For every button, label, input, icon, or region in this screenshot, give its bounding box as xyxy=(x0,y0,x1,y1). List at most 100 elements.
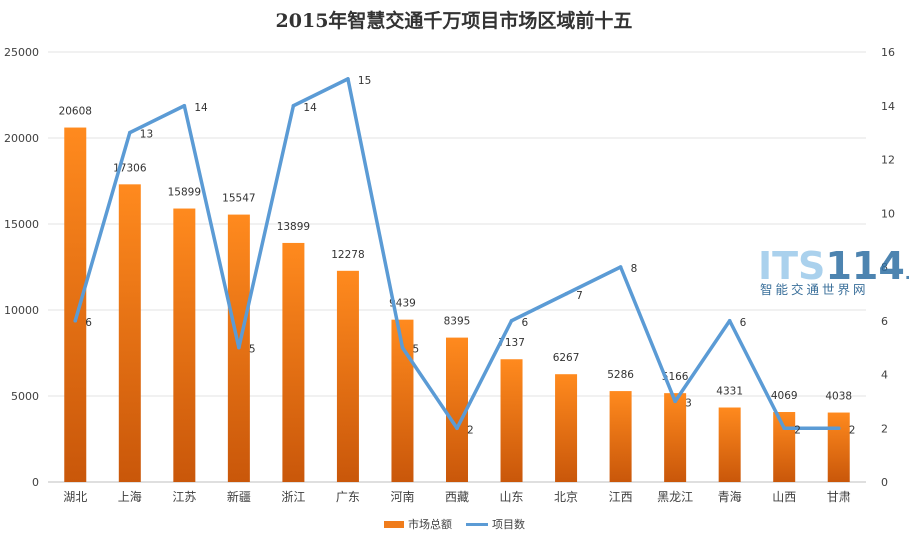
line-point xyxy=(727,318,732,323)
bar-data-label: 12278 xyxy=(331,249,364,261)
bar xyxy=(500,359,523,482)
right-axis-tick-label: 14 xyxy=(881,100,895,113)
bar-data-label: 4038 xyxy=(825,391,852,403)
right-axis-tick-label: 10 xyxy=(881,207,895,220)
category-label: 江苏 xyxy=(172,490,196,504)
watermark-logo: ITS114.com 智能交通世界网 xyxy=(758,244,909,297)
line-point xyxy=(455,426,459,431)
line-data-label: 6 xyxy=(522,317,529,329)
bar-series xyxy=(64,127,850,483)
category-label: 广东 xyxy=(336,490,360,504)
legend-label-line: 项目数 xyxy=(492,518,525,531)
left-axis-tick-label: 20000 xyxy=(4,132,39,145)
right-axis-tick-label: 6 xyxy=(881,315,888,328)
category-label: 山西 xyxy=(772,490,796,504)
category-label: 山东 xyxy=(500,490,524,504)
category-label: 浙江 xyxy=(281,490,305,504)
line-data-label: 2 xyxy=(849,424,856,436)
bar-data-label: 4331 xyxy=(716,386,743,398)
line-data-label: 8 xyxy=(631,263,638,275)
watermark-logo-part: ITS xyxy=(758,244,825,288)
category-label: 湖北 xyxy=(63,489,87,504)
right-axis-tick-label: 0 xyxy=(881,476,888,489)
line-data-labels: 6 13 14 5 14 15 5 2 6 7 8 3 6 2 2 xyxy=(85,75,855,436)
line-data-label: 2 xyxy=(467,424,474,436)
bar-data-label: 7137 xyxy=(498,337,525,349)
line-point xyxy=(564,292,568,296)
category-label: 上海 xyxy=(118,489,142,504)
right-axis: 0 2 4 6 8 10 12 14 16 xyxy=(881,46,895,489)
line-data-label: 14 xyxy=(303,102,317,114)
watermark-logo-text: ITS114.com xyxy=(758,244,909,288)
bar xyxy=(664,393,687,482)
bar xyxy=(827,412,850,482)
bar xyxy=(118,184,141,483)
line-data-label: 5 xyxy=(412,344,419,356)
bar-data-label: 6267 xyxy=(553,352,580,364)
line-point xyxy=(673,399,677,404)
line-point xyxy=(400,345,405,350)
line-data-label: 14 xyxy=(194,102,208,114)
category-label: 新疆 xyxy=(227,489,251,504)
bar xyxy=(282,242,305,482)
bar-data-label: 15899 xyxy=(168,187,201,199)
chart-title: 2015年智慧交通千万项目市场区域前十五 xyxy=(276,9,633,32)
bar-data-label: 5166 xyxy=(662,371,689,383)
bar xyxy=(336,270,359,482)
bar xyxy=(173,208,196,482)
category-label: 西藏 xyxy=(445,490,469,504)
left-axis: 0 5000 10000 15000 20000 25000 xyxy=(4,46,39,489)
bar-data-label: 4069 xyxy=(771,390,798,402)
line-point xyxy=(182,103,187,108)
bar xyxy=(555,374,578,482)
bar xyxy=(773,412,796,482)
watermark-subtitle: 智能交通世界网 xyxy=(760,282,869,297)
line-point xyxy=(836,426,841,431)
right-axis-tick-label: 16 xyxy=(881,46,895,59)
right-axis-tick-label: 4 xyxy=(881,369,888,382)
line-data-label: 6 xyxy=(740,317,747,329)
right-axis-tick-label: 12 xyxy=(881,154,895,167)
legend: 市场总额 项目数 xyxy=(384,517,525,531)
bar xyxy=(64,127,87,483)
bar xyxy=(718,407,741,482)
line-point xyxy=(509,318,514,323)
category-label: 河南 xyxy=(390,489,414,504)
bar-data-label: 13899 xyxy=(277,221,310,233)
line-data-label: 13 xyxy=(140,129,153,141)
left-axis-tick-label: 10000 xyxy=(4,304,39,317)
right-axis-tick-label: 8 xyxy=(881,261,888,274)
watermark-logo-part: .com xyxy=(905,264,909,283)
line-data-label: 2 xyxy=(794,424,801,436)
line-data-label: 3 xyxy=(685,397,692,409)
bar xyxy=(391,319,414,482)
line-data-label: 7 xyxy=(576,290,583,302)
line-point xyxy=(618,265,623,269)
bar-data-label: 5286 xyxy=(607,369,634,381)
right-axis-tick-label: 2 xyxy=(881,422,888,435)
category-label: 甘肃 xyxy=(827,490,851,504)
line-series xyxy=(73,77,841,431)
category-axis: 湖北 上海 江苏 新疆 浙江 广东 河南 西藏 山东 北京 江西 黑龙江 青海 山西 甘肃 xyxy=(63,489,850,504)
line-point xyxy=(128,130,132,135)
bar xyxy=(446,337,468,482)
watermark-logo-part: 114 xyxy=(825,244,904,288)
bar-data-label: 8395 xyxy=(444,316,471,328)
left-axis-tick-label: 5000 xyxy=(11,390,39,403)
bar-data-label: 15547 xyxy=(222,193,255,205)
bar xyxy=(609,391,632,482)
line-data-label: 15 xyxy=(358,75,371,87)
line-data-label: 5 xyxy=(249,344,256,356)
line-point xyxy=(291,103,296,108)
line-point xyxy=(73,318,78,323)
line-point xyxy=(237,345,241,350)
legend-label-bar: 市场总额 xyxy=(408,517,452,531)
left-axis-tick-label: 15000 xyxy=(4,218,39,231)
category-label: 青海 xyxy=(718,489,742,504)
bar-data-label: 20608 xyxy=(59,106,92,118)
left-axis-tick-label: 0 xyxy=(32,476,39,489)
category-label: 北京 xyxy=(554,490,578,504)
line-point xyxy=(782,426,786,431)
